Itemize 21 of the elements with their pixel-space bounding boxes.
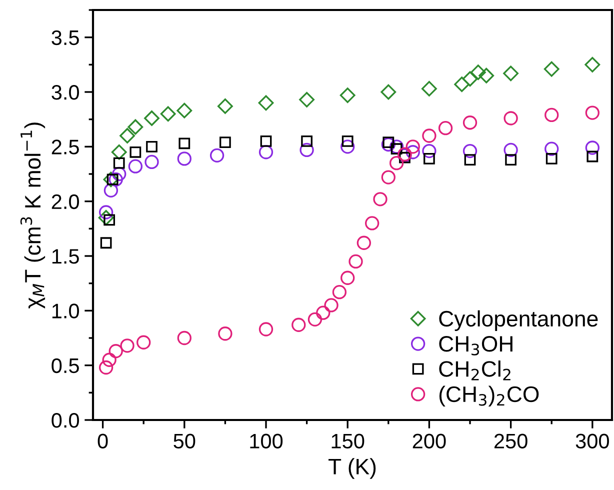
y-tick-label: 1.0: [52, 304, 79, 318]
legend-label: CH$_{3}$OH: [439, 336, 512, 356]
y-tick-label: 1.5: [52, 249, 79, 264]
x-tick-label: 300: [576, 434, 609, 448]
legend-label: (CH$_{3}$)$_{2}$CO: [439, 386, 539, 406]
y-axis-title: χ$_{M}$T (cm$^{3}$ K mol$^{−1}$): [20, 122, 46, 309]
legend-label: CH$_{2}$Cl$_{2}$: [439, 360, 510, 380]
y-tick-label: 0.0: [52, 413, 79, 428]
y-tick-label: 0.5: [52, 358, 79, 374]
y-tick-label: 3.5: [52, 30, 79, 46]
x-tick-label: 100: [250, 434, 283, 448]
x-tick-label: 150: [332, 434, 364, 448]
x-tick-label: 250: [494, 434, 528, 448]
y-tick-label: 3.0: [52, 85, 79, 100]
legend-label: Cyclopentanone: [439, 310, 598, 332]
x-axis-title: T (K): [328, 458, 376, 479]
y-tick-label: 2.5: [52, 140, 79, 154]
x-tick-label: 0: [98, 434, 108, 448]
x-tick-label: 200: [412, 434, 446, 448]
y-tick-label: 2.0: [52, 194, 79, 210]
x-tick-label: 50: [174, 434, 196, 448]
